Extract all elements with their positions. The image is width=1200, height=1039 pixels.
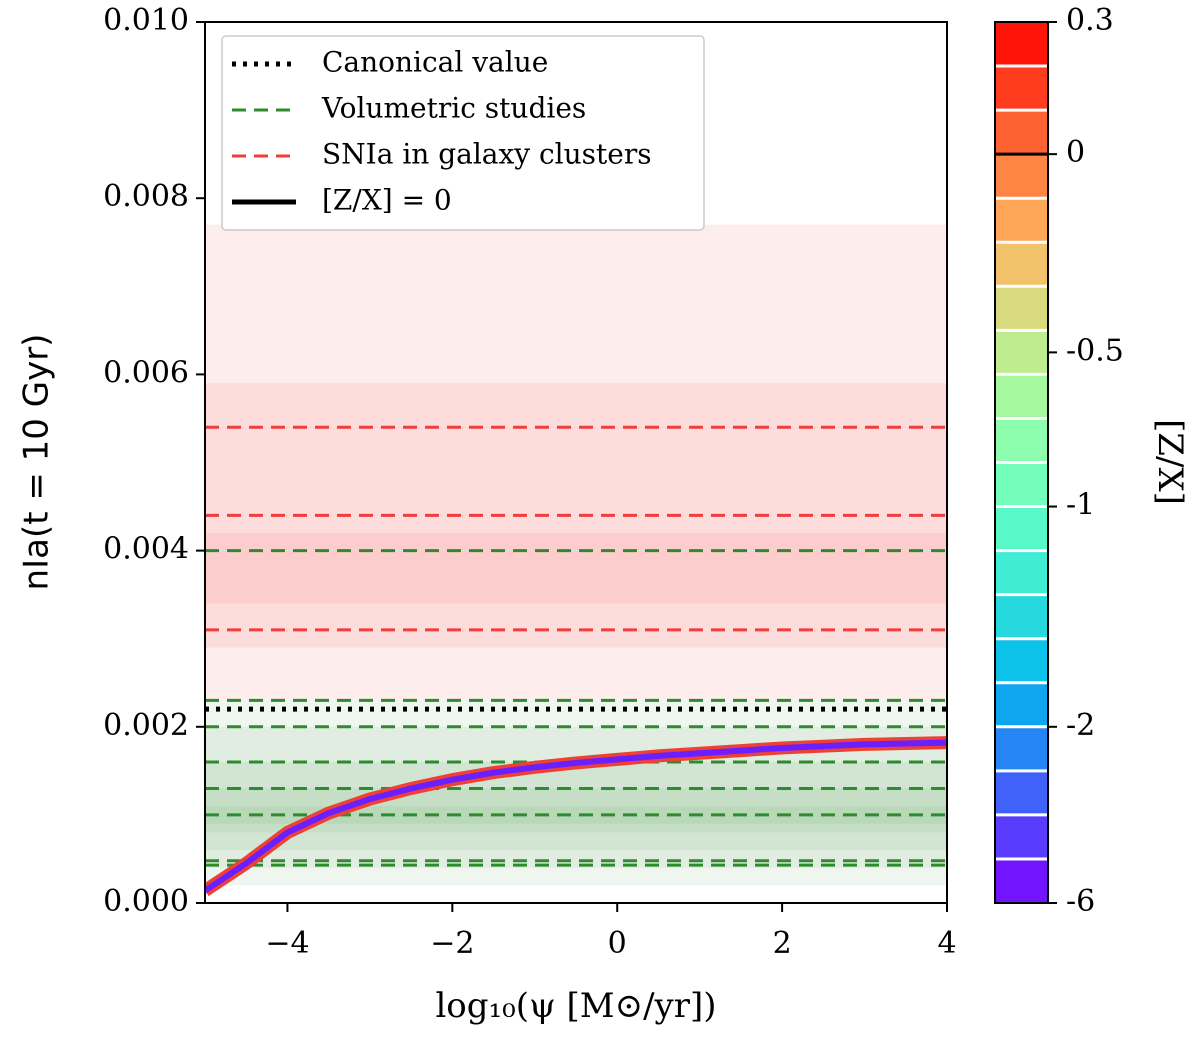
x-tick-label: 4	[937, 926, 956, 961]
colorbar-segment	[995, 286, 1048, 331]
colorbar-tick-label: -6	[1066, 884, 1095, 919]
colorbar-segment	[995, 814, 1048, 860]
y-tick-label: 0.004	[103, 532, 189, 567]
colorbar-tick-label: 0.3	[1066, 3, 1114, 38]
legend-label: Canonical value	[322, 46, 548, 79]
legend-label: Volumetric studies	[321, 92, 586, 125]
colorbar-label: [Z/X]	[1150, 419, 1190, 505]
colorbar-segment	[995, 66, 1048, 111]
colorbar-segment	[995, 110, 1048, 155]
legend: Canonical value Volumetric studies SNIa in…	[221, 35, 705, 231]
colorbar-segment	[995, 638, 1048, 684]
colorbar-tick-label: -2	[1066, 708, 1095, 743]
plot-frame	[204, 21, 948, 904]
colorbar-segment	[995, 418, 1048, 463]
y-tick-label: 0.008	[103, 179, 189, 214]
colorbar-segment	[995, 770, 1048, 816]
colorbar-segment	[995, 330, 1048, 375]
x-tick-label: 2	[773, 926, 792, 961]
colorbar-segment	[995, 726, 1048, 772]
y-tick-label: 0.006	[103, 355, 189, 390]
y-tick-label: 0.002	[103, 708, 189, 743]
legend-label: SNIa in galaxy clusters	[322, 138, 652, 171]
colorbar-segment	[995, 550, 1048, 596]
band	[205, 383, 947, 701]
colorbar-tick-label: -1	[1066, 488, 1095, 523]
band	[205, 532, 947, 604]
colorbar-segment	[995, 154, 1048, 199]
colorbar-segment	[995, 462, 1048, 508]
colorbar-segment	[995, 682, 1048, 728]
colorbar-segment	[995, 594, 1048, 640]
colorbar-tick-label: 0	[1066, 135, 1085, 170]
band	[205, 762, 947, 851]
colorbar-frame	[994, 21, 1049, 904]
plot-area	[205, 224, 947, 897]
colorbar-tick-label: -0.5	[1066, 333, 1124, 368]
legend-box	[221, 35, 705, 231]
legend-label: [Z/X] = 0	[322, 184, 452, 217]
band	[205, 806, 947, 824]
x-axis-label: log₁₀(ψ [M⊙/yr])	[435, 986, 716, 1026]
colorbar-segment	[995, 374, 1048, 419]
x-tick-label: −2	[430, 926, 474, 961]
band	[205, 700, 947, 886]
colorbar-segment	[995, 858, 1048, 904]
colorbar-segment	[995, 242, 1048, 287]
y-tick-label: 0.010	[103, 3, 189, 38]
colorbar-segment	[995, 22, 1048, 67]
y-tick-label: 0.000	[103, 884, 189, 919]
curve	[205, 739, 947, 894]
x-tick-label: 0	[608, 926, 627, 961]
band	[205, 224, 947, 648]
y-axis-label: nIa(t = 10 Gyr)	[17, 334, 57, 591]
colorbar-segment	[995, 198, 1048, 243]
x-tick-label: −4	[265, 926, 309, 961]
colorbar-segment	[995, 506, 1048, 552]
